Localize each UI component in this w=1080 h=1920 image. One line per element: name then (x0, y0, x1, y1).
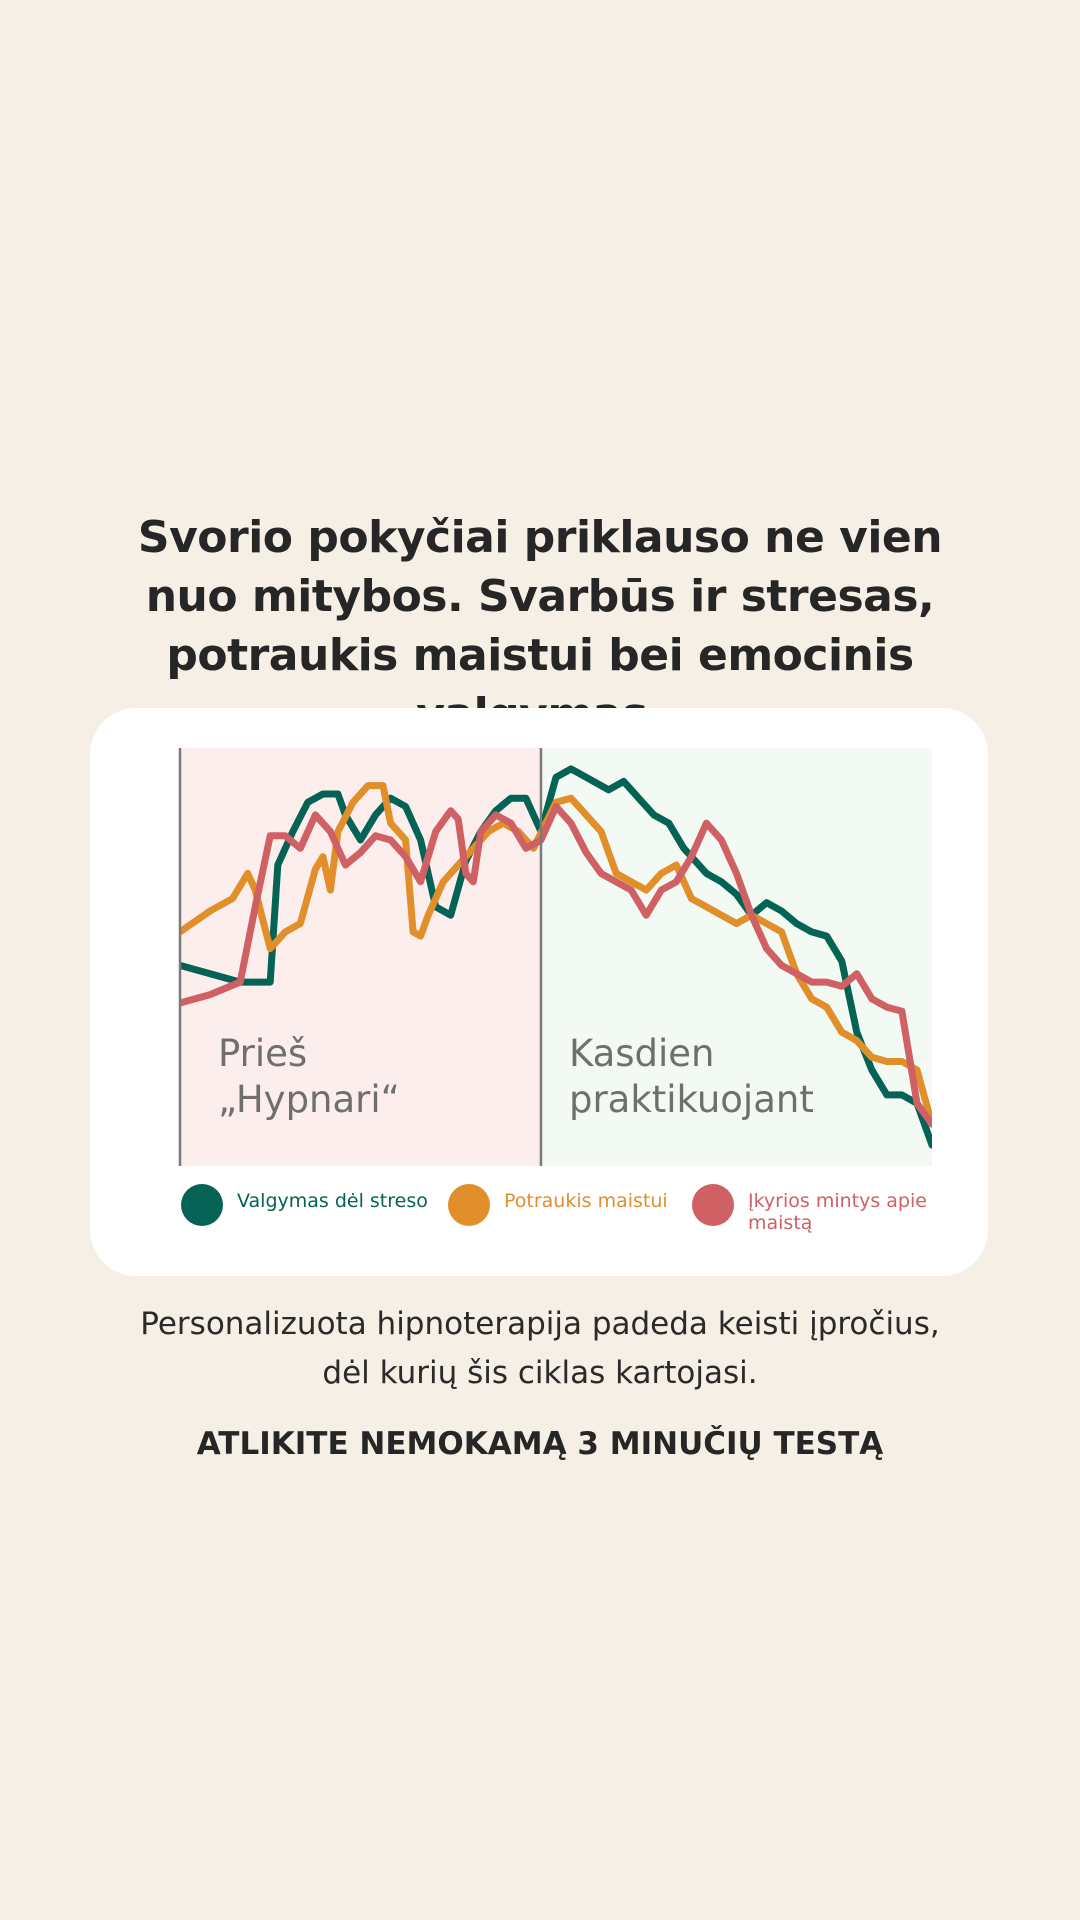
phase-label-line: Prieš (218, 1032, 307, 1075)
series-line-2 (180, 782, 932, 1128)
legend-label-stress: Valgymas dėl streso (237, 1190, 428, 1212)
phase-label-line: „Hypnari“ (218, 1078, 400, 1121)
phase-before-label: Prieš „Hypnari“ (218, 1032, 400, 1121)
series-line-3 (180, 803, 932, 1128)
line-chart: Prieš „Hypnari“ Kasdien praktikuojant (178, 748, 932, 1166)
legend-item-cravings: Potraukis maistui (448, 1184, 668, 1226)
phase-label-line: praktikuojant (569, 1078, 814, 1121)
headline: Svorio pokyčiai priklauso ne vien nuo mi… (137, 512, 943, 740)
chart-legend: Valgymas dėl streso Potraukis maistui Įk… (90, 1184, 990, 1260)
phase-label-line: Kasdien (569, 1032, 715, 1075)
legend-dot-teal (181, 1184, 223, 1226)
phase-after-background (540, 748, 932, 1166)
legend-label-thoughts: Įkyrios mintys apie maistą (748, 1190, 927, 1234)
legend-label-cravings: Potraukis maistui (504, 1190, 668, 1212)
legend-item-stress: Valgymas dėl streso (181, 1184, 428, 1226)
legend-item-thoughts: Įkyrios mintys apie maistą (692, 1184, 948, 1234)
chart-card: Prieš „Hypnari“ Kasdien praktikuojant (90, 708, 988, 1276)
series-line-1 (180, 765, 932, 1149)
phase-after-label: Kasdien praktikuojant (569, 1032, 814, 1121)
phase-before-background (180, 748, 541, 1166)
legend-dot-red (692, 1184, 734, 1226)
legend-dot-orange (448, 1184, 490, 1226)
subtext: Personalizuota hipnoterapija padeda keis… (140, 1306, 940, 1391)
take-test-link[interactable]: ATLIKITE NEMOKAMĄ 3 MINUČIŲ TESTĄ (196, 1426, 884, 1462)
